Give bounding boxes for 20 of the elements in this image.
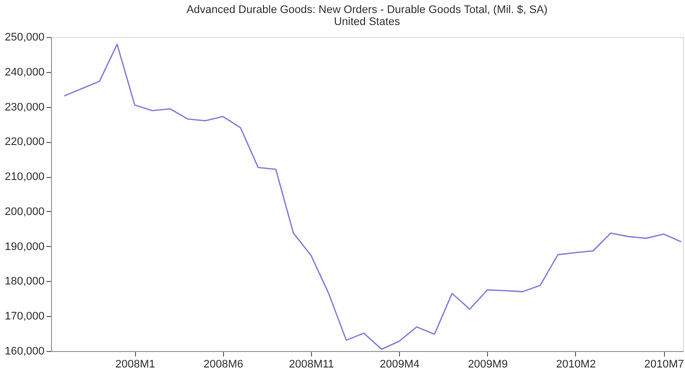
y-tick-label: 190,000	[4, 240, 44, 253]
y-tick-label: 220,000	[4, 136, 44, 148]
chart-title: Advanced Durable Goods: New Orders - Durable Goods Total, (Mil. $, SA)	[186, 4, 548, 16]
y-tick-label: 180,000	[4, 276, 44, 288]
y-tick-label: 210,000	[4, 171, 44, 184]
chart-subtitle: United States	[334, 16, 401, 28]
y-tick-label: 170,000	[4, 310, 44, 323]
y-tick-label: 250,000	[4, 32, 44, 44]
x-tick-label: 2009M4	[380, 358, 420, 370]
x-tick-label: 2008M11	[288, 358, 334, 370]
line-series	[64, 44, 682, 350]
y-tick-label: 230,000	[4, 101, 44, 114]
x-tick-label: 2008M6	[204, 358, 244, 370]
x-tick-label: 2009M9	[468, 358, 508, 370]
x-tick-label: 2010M7	[644, 358, 684, 370]
y-tick-label: 200,000	[4, 206, 44, 218]
x-tick-label: 2008M1	[115, 358, 156, 370]
y-tick-label: 240,000	[4, 66, 44, 78]
y-tick-label: 160,000	[4, 346, 44, 358]
x-tick-label: 2010M2	[556, 358, 596, 370]
